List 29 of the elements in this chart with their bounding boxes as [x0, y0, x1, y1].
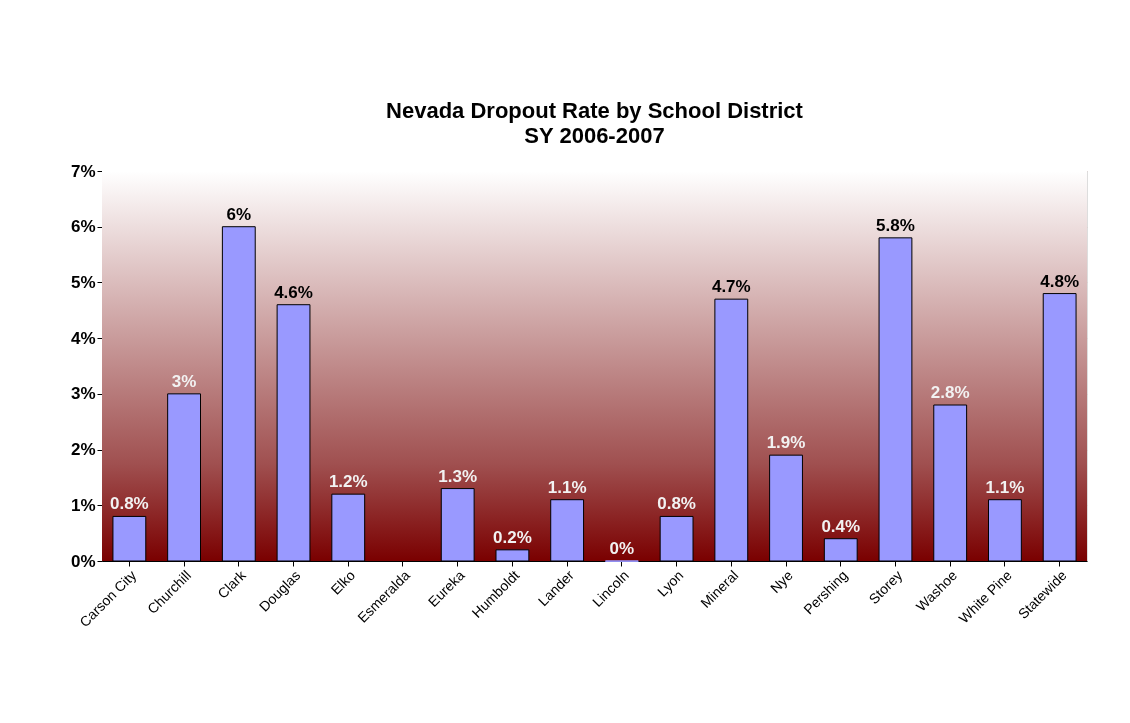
y-tick-label: 3% — [70, 384, 96, 404]
data-label: 3% — [171, 371, 197, 391]
data-label: 0.8% — [657, 494, 696, 514]
y-tick-label: 1% — [70, 495, 96, 515]
data-label: 1.3% — [438, 466, 478, 486]
data-label: 0.4% — [821, 516, 861, 536]
y-tick-label: 6% — [70, 217, 96, 237]
y-tick-label: 5% — [70, 272, 96, 292]
data-label: 6% — [226, 204, 252, 224]
data-label: 5.8% — [876, 215, 915, 235]
y-tick-label: 7% — [70, 161, 96, 181]
x-tick-label: Elko — [327, 566, 359, 598]
chart-title: Nevada Dropout Rate by School District — [386, 98, 804, 123]
data-label: 0% — [609, 539, 635, 558]
x-tick-label: Nye — [767, 566, 797, 597]
data-label: 4.8% — [1040, 271, 1080, 291]
data-label: 1.1% — [985, 477, 1025, 497]
data-label: 0.8% — [109, 494, 149, 514]
y-tick-label: 0% — [70, 551, 96, 571]
data-label: 4.6% — [274, 282, 313, 302]
chart-subtitle: SY 2006-2007 — [524, 123, 665, 148]
y-tick-label: 4% — [70, 328, 96, 348]
y-tick-label: 2% — [70, 440, 96, 460]
data-label: 1.2% — [328, 472, 368, 492]
data-label: 2.8% — [930, 383, 970, 402]
data-label: 1.9% — [766, 433, 806, 453]
data-label: 0.2% — [493, 527, 532, 547]
data-label: 4.7% — [711, 277, 751, 297]
data-label: 1.1% — [547, 477, 587, 497]
